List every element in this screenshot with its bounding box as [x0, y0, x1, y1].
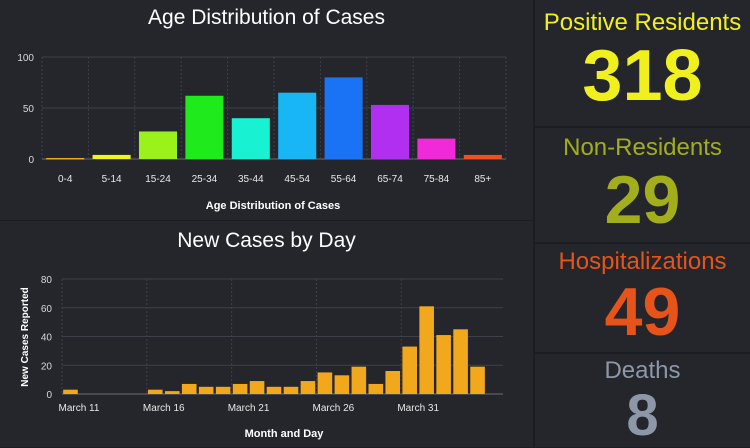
day-bar: [63, 389, 78, 394]
day-xtick-label: March 26: [313, 403, 355, 414]
day-bar: [215, 386, 231, 394]
new-cases-panel: New Cases by Day 0 20 40 60 80 March 11 March …: [0, 221, 533, 447]
day-ytick-label: 80: [41, 275, 53, 286]
new-cases-chart: 0 20 40 60 80 March 11 March 16 March 21 March 2…: [20, 275, 503, 440]
day-bar: [249, 381, 265, 394]
day-bar: [470, 366, 485, 394]
age-xtick-label: 75-84: [424, 174, 450, 185]
age-chart-xlabel: Age Distribution of Cases: [206, 200, 340, 212]
day-bar: [266, 386, 282, 394]
day-bar: [351, 366, 367, 394]
age-distribution-chart: 0 50 100 0-4 5-14 15-24 25-34 35-44 45-54 55-64 65…: [17, 53, 507, 212]
age-xtick-label: 85+: [474, 174, 491, 185]
age-xtick-label: 15-24: [145, 174, 171, 185]
age-xtick-label: 65-74: [377, 174, 403, 185]
positive-residents-label: Positive Residents: [543, 9, 742, 36]
age-bar: [370, 104, 410, 159]
deaths-label: Deaths: [604, 357, 681, 384]
day-bar: [232, 383, 248, 394]
day-bar: [317, 372, 333, 394]
positive-residents-value: 318: [582, 36, 703, 116]
hospitalizations-card: Hospitalizations 49: [535, 244, 750, 352]
day-chart-xlabel: Month and Day: [245, 428, 325, 440]
non-residents-value: 29: [604, 162, 681, 238]
deaths-card: Deaths 8: [535, 354, 750, 448]
day-bar: [164, 391, 180, 394]
age-bar: [46, 157, 85, 160]
age-bar: [231, 118, 270, 159]
day-bar: [385, 371, 401, 394]
day-xtick-label: March 31: [397, 403, 439, 414]
day-ytick-label: 20: [41, 361, 53, 372]
hospitalizations-label: Hospitalizations: [558, 248, 727, 275]
age-chart-title: Age Distribution of Cases: [148, 6, 385, 29]
age-ytick-label: 100: [17, 53, 34, 64]
age-xtick-label: 0-4: [58, 174, 73, 185]
day-bar: [283, 386, 299, 394]
day-bar: [198, 386, 214, 394]
positive-residents-card: Positive Residents 318: [535, 0, 750, 126]
age-bar: [185, 95, 224, 159]
day-bar: [334, 375, 350, 394]
non-residents-label: Non-Residents: [563, 134, 722, 161]
day-xtick-label: March 21: [228, 403, 270, 414]
age-distribution-panel: Age Distribution of Cases 0 50 100 0-4 5-14 1…: [0, 0, 533, 220]
age-bar: [138, 131, 178, 159]
age-xtick-label: 55-64: [331, 174, 357, 185]
age-xtick-label: 5-14: [102, 174, 122, 185]
deaths-value: 8: [626, 383, 659, 448]
day-xtick-label: March 11: [58, 403, 99, 414]
non-residents-card: Non-Residents 29: [535, 128, 750, 242]
day-bar: [402, 346, 418, 394]
age-xtick-label: 35-44: [238, 174, 264, 185]
age-ytick-label: 0: [28, 155, 34, 166]
age-ytick-label: 50: [23, 104, 35, 115]
day-bar: [453, 329, 468, 394]
day-chart-ylabel: New Cases Reported: [20, 287, 31, 386]
age-bar: [417, 138, 456, 159]
day-ytick-label: 0: [46, 390, 52, 401]
age-bar: [92, 154, 131, 159]
day-bar: [368, 383, 384, 394]
day-ytick-label: 40: [41, 333, 53, 344]
stats-column: Positive Residents 318 Non-Residents 29 …: [535, 0, 750, 448]
day-xtick-label: March 16: [143, 403, 185, 414]
day-bar: [419, 306, 434, 394]
day-bar: [181, 383, 197, 394]
day-chart-title: New Cases by Day: [177, 229, 356, 252]
age-bar: [324, 77, 363, 159]
day-bar: [147, 389, 163, 394]
age-bar: [463, 154, 502, 159]
day-bar: [300, 381, 316, 394]
day-ytick-label: 60: [41, 304, 53, 315]
age-xtick-label: 45-54: [284, 174, 310, 185]
age-xtick-label: 25-34: [192, 174, 218, 185]
day-bar: [436, 335, 451, 394]
age-bar: [278, 92, 317, 159]
hospitalizations-value: 49: [604, 274, 681, 350]
